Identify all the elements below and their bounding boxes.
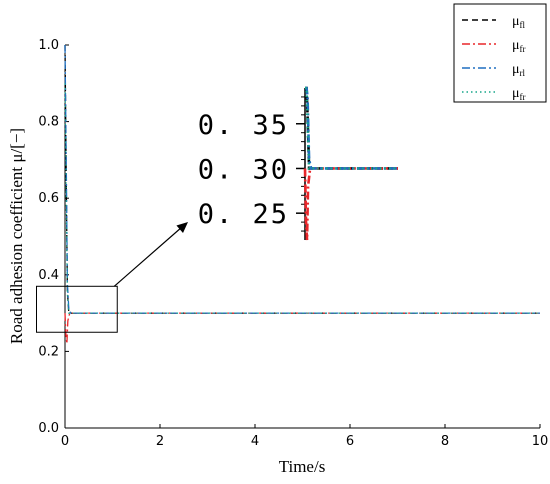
inset-series-line-fl-0 [305,86,398,170]
legend-box [453,3,547,103]
legend-label: μfr [512,38,526,54]
inset-series-line-rl-2 [305,86,398,170]
legend-label: μrl [512,62,526,78]
inset-y-tick-label: 0. 35 [198,110,289,141]
x-axis-ticks: 0 2 4 6 8 10 [61,424,548,449]
y-tick-label: 0.6 [38,191,59,206]
x-tick-label: 4 [251,434,259,449]
y-tick-label: 0.0 [38,421,59,436]
y-axis-title: Road adhesion coefficient μ/[−] [7,128,26,344]
x-tick-label: 2 [156,434,164,449]
legend-label: μfr [512,86,526,102]
series-line-fr-1 [64,312,540,344]
inset-y-tick-label: 0. 25 [198,199,289,230]
y-axis-ticks: 0.0 0.2 0.4 0.6 0.8 1.0 [38,38,69,436]
x-tick-label: 8 [441,434,449,449]
zoom-arrow-head [176,222,188,233]
zoom-region-box [36,285,118,333]
inset-y-tick-label: 0. 30 [198,154,289,185]
x-tick-label: 0 [61,434,69,449]
x-tick-label: 10 [532,434,549,449]
y-tick-label: 0.4 [38,268,59,283]
series-lines [64,44,540,344]
legend: μfl μfr μrl μfr [453,3,547,103]
series-line-fr-3 [64,83,540,314]
legend-label: μfl [512,14,526,30]
x-axis-title: Time/s [279,457,326,476]
x-tick-label: 6 [346,434,354,449]
inset-series-line-fr-1 [303,167,398,241]
inset-y-ticks: 0. 35 0. 30 0. 25 [198,96,305,232]
inset-series-lines [303,86,398,241]
inset-plot: 0. 35 0. 30 0. 25 [198,86,398,241]
y-tick-label: 0.8 [38,115,59,130]
zoom-arrow-line [113,226,183,287]
inset-series-line-fr-3 [305,86,398,170]
y-tick-label: 1.0 [38,38,59,53]
y-tick-label: 0.2 [38,344,59,359]
